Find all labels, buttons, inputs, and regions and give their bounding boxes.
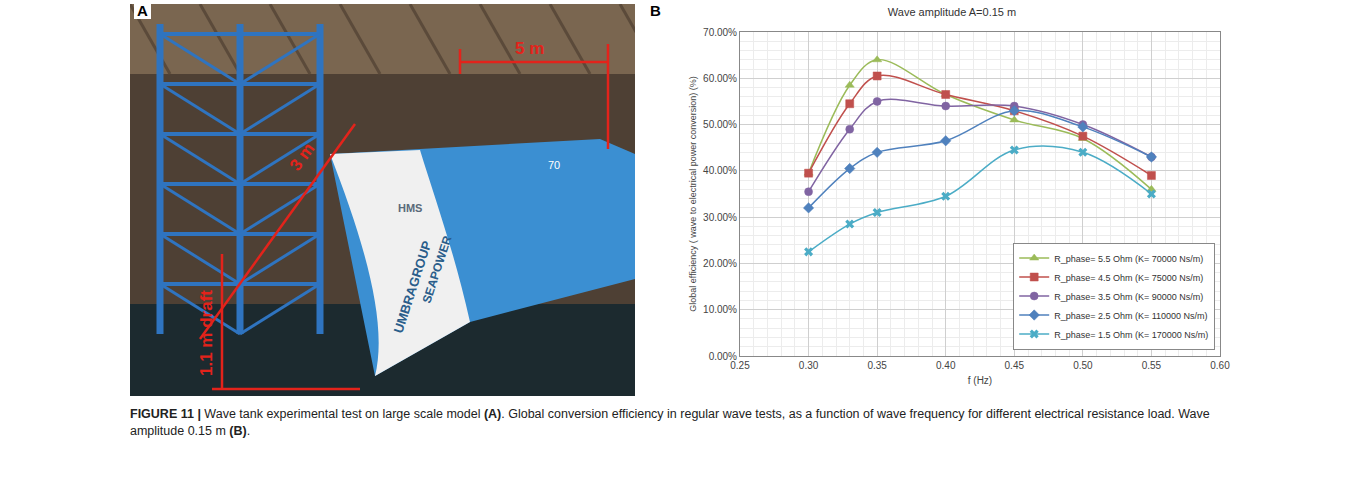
svg-text:0.50: 0.50 [1073,360,1093,371]
svg-text:R_phase= 2.5 Ohm (K= 110000 Ns: R_phase= 2.5 Ohm (K= 110000 Ns/m) [1054,311,1207,321]
svg-text:20.00%: 20.00% [703,258,737,269]
svg-text:f (Hz): f (Hz) [968,375,992,386]
svg-text:40.00%: 40.00% [703,165,737,176]
svg-text:70.00%: 70.00% [703,27,737,38]
svg-text:SEAPOWER: SEAPOWER [419,234,455,305]
svg-text:0.00%: 0.00% [709,351,737,362]
svg-text:0.45: 0.45 [1005,360,1025,371]
svg-text:Wave amplitude A=0.15 m: Wave amplitude A=0.15 m [888,6,1016,18]
svg-text:R_phase= 4.5 Ohm (K= 75000 Ns/: R_phase= 4.5 Ohm (K= 75000 Ns/m) [1054,273,1203,283]
html-text:A: A [137,2,148,19]
svg-text:0.60: 0.60 [1210,360,1230,371]
svg-text:0.25: 0.25 [730,360,750,371]
svg-text:0.35: 0.35 [867,360,887,371]
svg-text:3 m: 3 m [286,139,319,174]
svg-text:5 m: 5 m [515,39,544,58]
html-text:B: B [650,2,661,19]
svg-text:R_phase= 1.5 Ohm (K= 170000 Ns: R_phase= 1.5 Ohm (K= 170000 Ns/m) [1054,330,1208,340]
svg-text:10.00%: 10.00% [703,304,737,315]
svg-text:Global efficiency ( wave to el: Global efficiency ( wave to electrical p… [688,76,698,311]
svg-text:70: 70 [548,159,560,171]
svg-text:UMBRAGROUP: UMBRAGROUP [391,239,435,335]
html-text:FIGURE 11 | Wave tank experime: FIGURE 11 | Wave tank experimental test … [130,407,1210,438]
svg-text:1.1 m draft: 1.1 m draft [197,290,216,376]
svg-text:50.00%: 50.00% [703,119,737,130]
svg-text:R_phase= 3.5 Ohm (K= 90000 Ns/: R_phase= 3.5 Ohm (K= 90000 Ns/m) [1054,292,1203,302]
svg-text:0.55: 0.55 [1142,360,1162,371]
svg-text:HMS: HMS [398,202,422,214]
svg-text:0.40: 0.40 [936,360,956,371]
svg-text:R_phase= 5.5 Ohm (K= 70000 Ns/: R_phase= 5.5 Ohm (K= 70000 Ns/m) [1054,254,1203,264]
svg-text:30.00%: 30.00% [703,212,737,223]
svg-text:0.30: 0.30 [799,360,819,371]
svg-text:60.00%: 60.00% [703,73,737,84]
